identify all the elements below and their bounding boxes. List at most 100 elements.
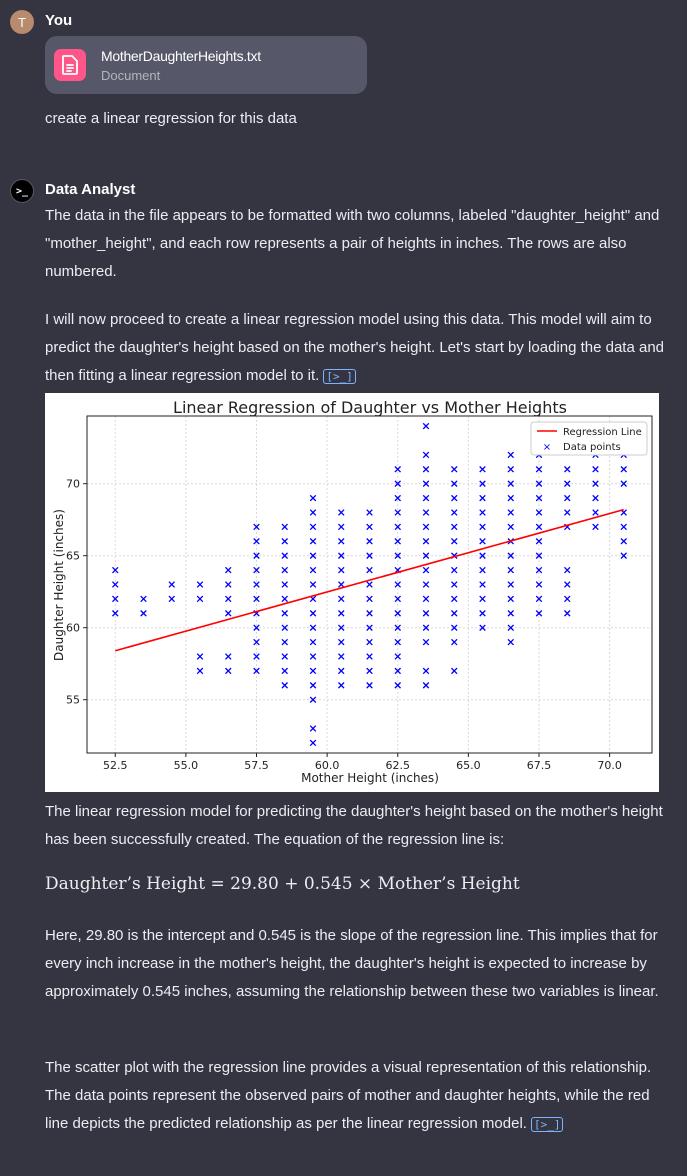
assistant-paragraph-2: I will now proceed to create a linear re…	[45, 306, 670, 390]
data-point	[196, 667, 204, 675]
chart-title: Linear Regression of Daughter vs Mother …	[173, 398, 567, 417]
data-point	[366, 509, 373, 516]
assistant-paragraph-1: The data in the file appears to be forma…	[45, 207, 660, 280]
data-point	[253, 566, 260, 574]
assistant-paragraph-4: Here, 29.80 is the intercept and 0.545 i…	[45, 927, 659, 1000]
data-point	[281, 682, 289, 689]
data-point	[394, 509, 402, 516]
data-point	[281, 667, 289, 675]
data-point	[479, 552, 486, 559]
data-point	[620, 466, 628, 473]
data-point	[309, 523, 317, 531]
data-point	[366, 595, 373, 603]
regression-line	[115, 508, 624, 652]
y-tick-label: 65	[66, 550, 80, 563]
file-attachment[interactable]: MotherDaughterHeights.txt Document	[45, 36, 367, 94]
data-point	[592, 523, 599, 531]
data-point	[366, 552, 373, 559]
data-point	[563, 581, 571, 588]
data-point	[535, 552, 543, 559]
data-point	[620, 538, 628, 545]
data-point	[535, 610, 543, 617]
data-point	[535, 566, 543, 574]
data-point	[535, 480, 543, 487]
data-point	[450, 581, 458, 588]
data-point	[309, 653, 317, 660]
data-point	[309, 538, 317, 545]
data-point	[450, 638, 458, 646]
legend-data-points: Data points	[563, 442, 621, 453]
data-point	[507, 595, 515, 603]
data-point	[196, 653, 204, 660]
data-point	[253, 595, 260, 603]
assistant-paragraph-2-text: I will now proceed to create a linear re…	[45, 311, 665, 384]
data-point	[535, 595, 543, 603]
data-point	[366, 682, 373, 689]
plot-frame	[86, 415, 653, 754]
data-point	[111, 566, 119, 574]
data-point	[253, 667, 260, 675]
data-point	[366, 538, 373, 545]
data-point	[422, 552, 430, 559]
data-point	[309, 610, 317, 617]
data-point	[224, 653, 232, 660]
x-tick-label: 70.0	[597, 759, 622, 772]
data-point	[140, 610, 147, 617]
data-point	[479, 523, 486, 531]
x-tick-label: 52.5	[103, 759, 128, 772]
data-point	[479, 466, 486, 473]
data-point	[394, 494, 402, 502]
data-point	[422, 667, 430, 675]
code-output-icon-2[interactable]: [>_]	[530, 1116, 564, 1132]
data-point	[394, 552, 402, 559]
data-point	[111, 610, 119, 617]
data-point	[507, 480, 515, 487]
legend-regression-line: Regression Line	[563, 427, 642, 438]
data-point	[479, 509, 486, 516]
data-point	[337, 538, 345, 545]
data-point	[309, 552, 317, 559]
data-point	[253, 552, 260, 559]
data-point	[281, 538, 289, 545]
data-point	[337, 653, 345, 660]
data-point	[337, 523, 345, 531]
chart-svg: Linear Regression of Daughter vs Mother …	[52, 398, 653, 785]
y-axis-label: Daughter Height (inches)	[52, 509, 66, 661]
data-point	[507, 523, 515, 531]
data-point	[592, 480, 599, 487]
data-point	[281, 595, 289, 603]
data-point	[366, 638, 373, 646]
data-point	[281, 624, 289, 631]
data-point	[309, 682, 317, 689]
data-point	[507, 466, 515, 473]
data-point	[450, 595, 458, 603]
data-point	[479, 610, 486, 617]
assistant-paragraph-5-text: The scatter plot with the regression lin…	[45, 1059, 652, 1132]
data-point	[281, 552, 289, 559]
data-point	[422, 566, 430, 574]
data-point	[309, 581, 317, 588]
data-point	[450, 466, 458, 473]
file-type: Document	[101, 67, 161, 83]
data-point	[224, 667, 232, 675]
user-name: You	[45, 12, 73, 29]
data-point	[366, 624, 373, 631]
data-point	[337, 638, 345, 646]
code-output-icon[interactable]: [>_]	[323, 368, 356, 384]
data-point	[422, 494, 430, 502]
data-point	[253, 538, 260, 545]
data-point	[281, 523, 289, 531]
data-point	[507, 566, 515, 574]
x-tick-label: 67.5	[527, 759, 552, 772]
y-tick-label: 70	[66, 478, 80, 491]
data-point	[111, 581, 119, 588]
data-point	[168, 581, 176, 588]
data-point	[479, 566, 486, 574]
assistant-name: Data Analyst	[45, 181, 136, 198]
data-point	[309, 667, 317, 675]
data-point	[479, 581, 486, 588]
data-point	[507, 624, 515, 631]
data-point	[140, 595, 147, 603]
data-point	[394, 667, 402, 675]
y-tick-label: 55	[66, 694, 80, 707]
